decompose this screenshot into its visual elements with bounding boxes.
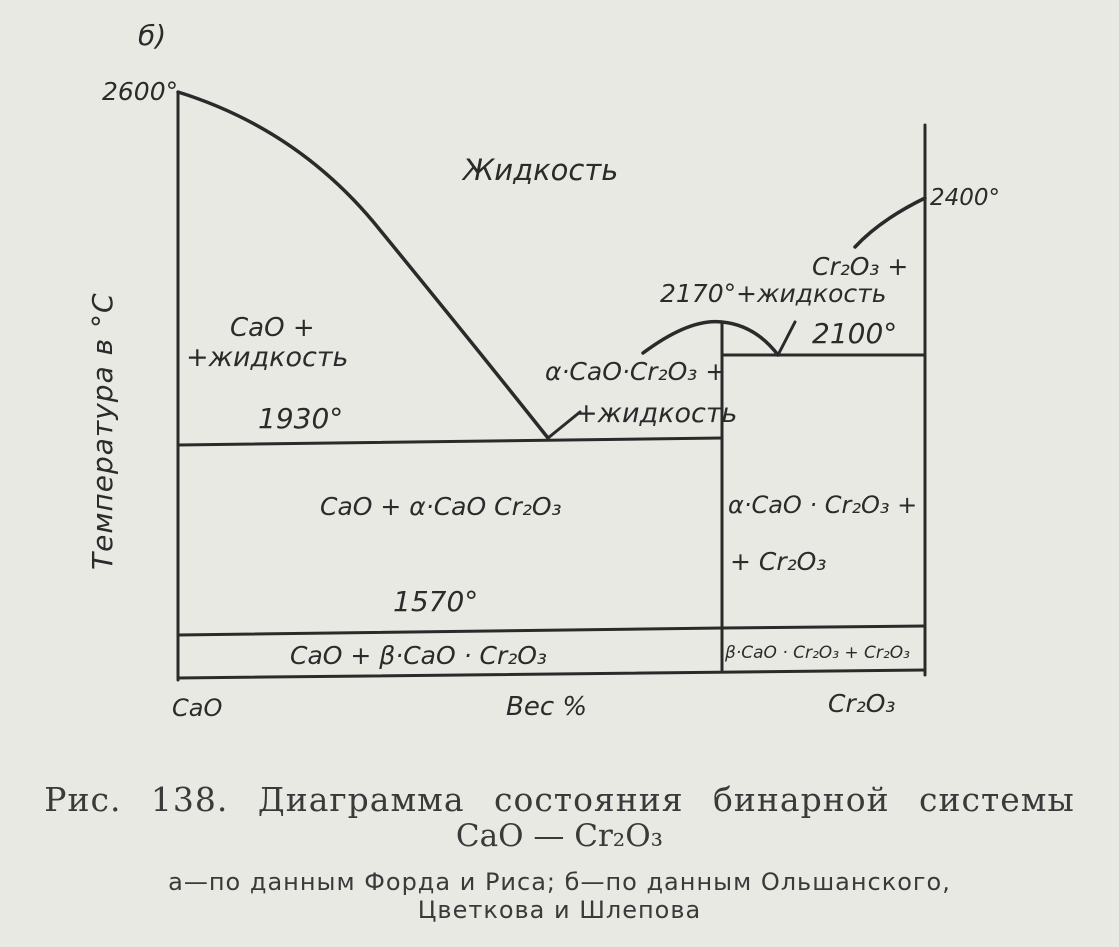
temp-2170: 2170° bbox=[660, 279, 736, 308]
figure-caption-formula: CaO — Cr₂O₃ bbox=[455, 818, 664, 854]
peritectic-tick bbox=[776, 320, 797, 357]
region-cao-alpha: CaO + α·CaO Cr₂O₃ bbox=[320, 492, 562, 521]
panel-label: б) bbox=[138, 19, 166, 52]
x-axis-left-label: CaO bbox=[172, 694, 222, 722]
region-cao-liquid-2: +жидкость bbox=[186, 342, 348, 373]
eutectic-tick bbox=[546, 410, 582, 440]
temp-2100: 2100° bbox=[812, 317, 897, 350]
region-liquid: Жидкость bbox=[461, 153, 618, 187]
liquidus-cr2o3-curve bbox=[853, 196, 927, 249]
temp-2400: 2400° bbox=[930, 185, 1000, 211]
region-beta-cr2o3: β·CaO · Cr₂O₃ + Cr₂O₃ bbox=[724, 643, 910, 663]
region-alpha-cr2o3-1: α·CaO · Cr₂O₃ + bbox=[728, 491, 917, 519]
figure-caption-title: Рис. 138. Диаграмма состояния бинарной с… bbox=[44, 780, 1075, 819]
liquidus-cao-curve bbox=[176, 90, 550, 440]
isotherm-1930 bbox=[176, 436, 724, 447]
isotherm-1570-right bbox=[720, 624, 927, 630]
bottom-axis-line bbox=[176, 668, 927, 680]
x-axis-center-label: Вес % bbox=[506, 692, 587, 722]
x-axis-right-label: Cr₂O₃ bbox=[828, 689, 895, 718]
temp-1930: 1930° bbox=[258, 402, 343, 435]
region-alpha-cr2o3-2: + Cr₂O₃ bbox=[730, 547, 826, 576]
isotherm-1570-left bbox=[176, 626, 724, 637]
temp-1570: 1570° bbox=[393, 585, 478, 618]
y-axis-label: Температура в °С bbox=[86, 292, 119, 570]
region-cr2o3-liquid-1: Cr₂O₃ + bbox=[812, 252, 908, 281]
liquidus-compound-curve bbox=[641, 319, 780, 357]
temp-2600: 2600° bbox=[102, 77, 178, 106]
region-cr2o3-liquid-2: +жидкость bbox=[736, 279, 886, 308]
region-cao-liquid-1: CaO + bbox=[230, 313, 315, 343]
region-cao-beta: CaO + β·CaO · Cr₂O₃ bbox=[290, 641, 547, 670]
figure-caption-source-1: а—по данным Форда и Риса; б—по данным Ол… bbox=[168, 868, 951, 896]
figure-caption-source-2: Цветкова и Шлепова bbox=[417, 896, 702, 924]
region-alpha-liquid-2: +жидкость bbox=[575, 398, 737, 429]
region-alpha-liquid-1: α·CaO·Cr₂O₃ + bbox=[545, 357, 726, 386]
phase-diagram: б) Температура в °С 2600° 2400° 2170° 21… bbox=[86, 19, 1000, 722]
